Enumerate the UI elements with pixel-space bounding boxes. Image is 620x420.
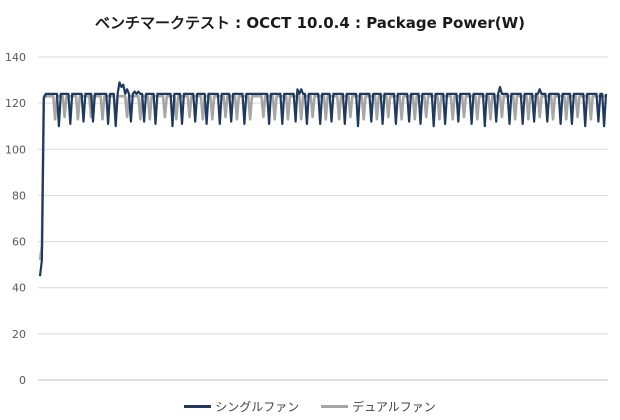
y-tick-label: 40 — [12, 282, 26, 295]
y-tick-label: 20 — [12, 328, 26, 341]
legend-item-dual-fan: デュアルファン — [321, 398, 436, 415]
series-line-dual-fan — [38, 94, 606, 261]
y-tick-label: 140 — [5, 51, 26, 64]
legend-item-single-fan: シングルファン — [184, 398, 299, 415]
legend-label-single-fan: シングルファン — [215, 400, 300, 414]
legend-swatch-single-fan — [184, 405, 212, 408]
legend-label-dual-fan: デュアルファン — [352, 400, 436, 414]
y-tick-label: 120 — [5, 97, 26, 110]
y-axis: 0 20 40 60 80 100 120 140 — [5, 51, 26, 387]
y-tick-label: 60 — [12, 236, 26, 249]
y-tick-label: 0 — [19, 374, 26, 387]
y-tick-label: 80 — [12, 189, 26, 202]
series-line-single-fan — [38, 81, 608, 277]
legend-swatch-dual-fan — [321, 405, 349, 408]
series-lines — [38, 81, 608, 277]
chart-title: ベンチマークテスト : OCCT 10.0.4 : Package Power(… — [94, 14, 526, 32]
legend: シングルファン デュアルファン — [0, 397, 620, 415]
y-tick-label: 100 — [5, 143, 26, 156]
